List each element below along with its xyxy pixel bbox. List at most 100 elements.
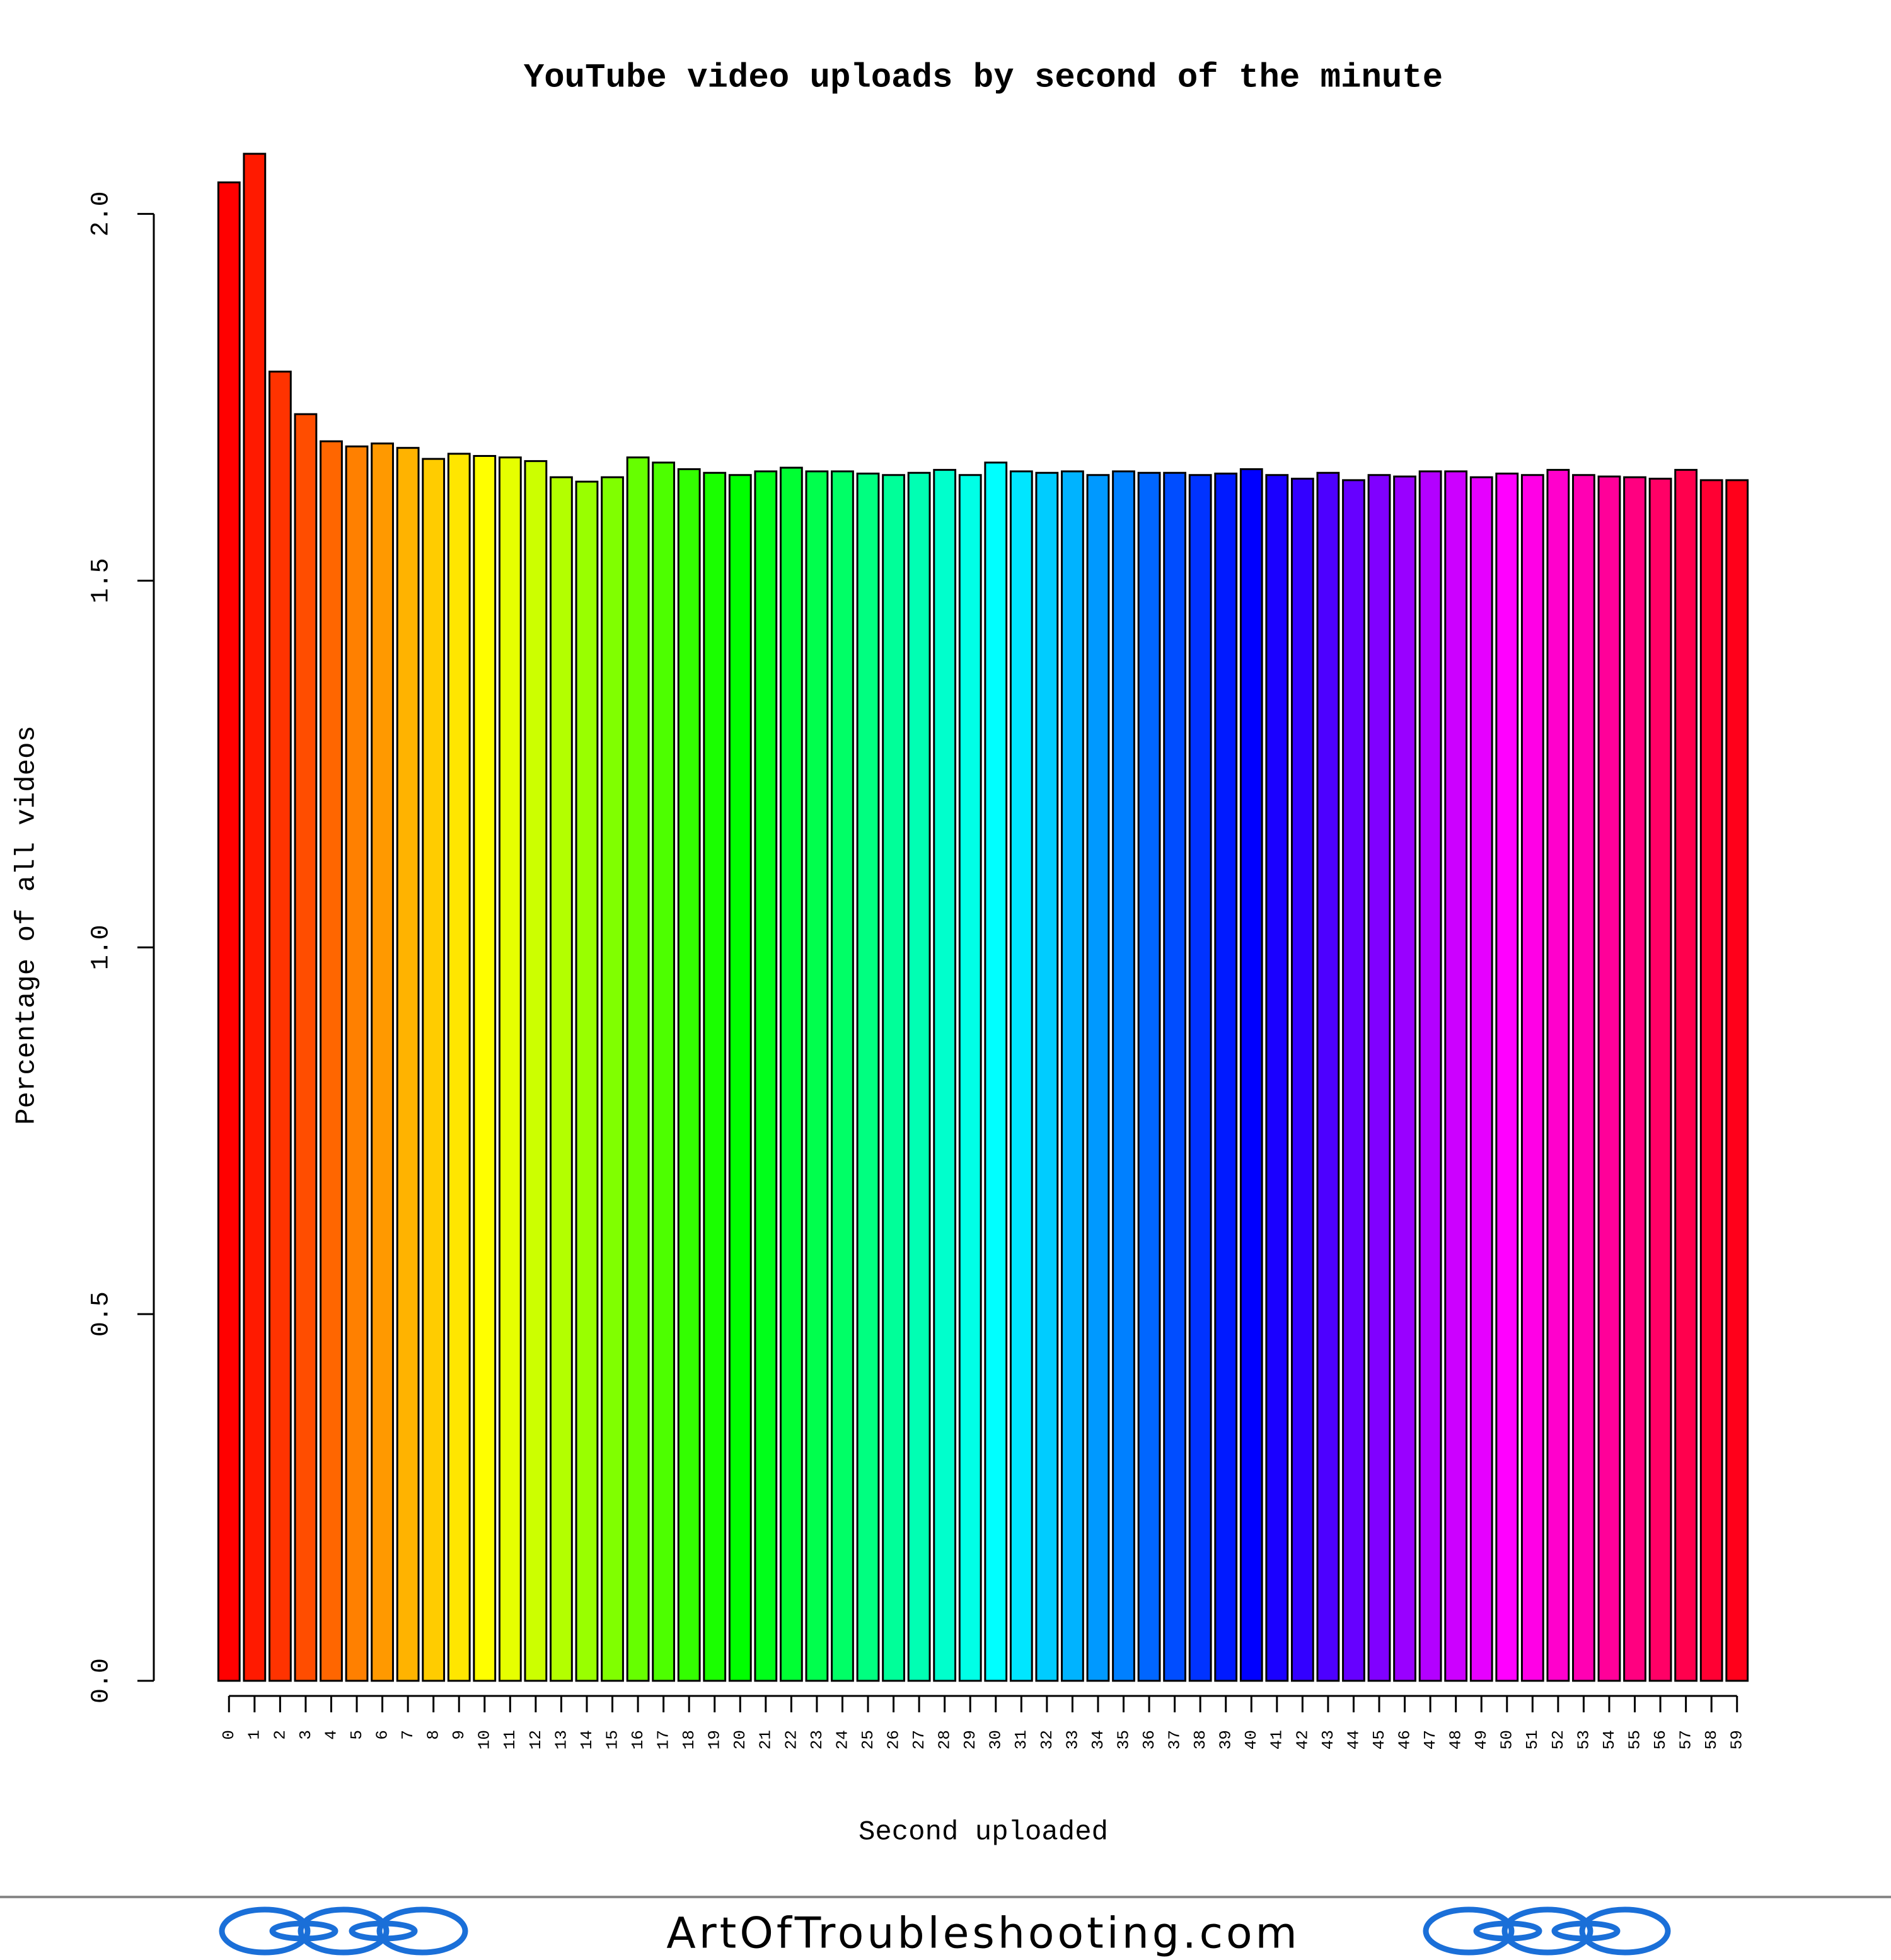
x-tick-label: 20 <box>731 1730 749 1750</box>
x-tick-label: 18 <box>679 1730 698 1750</box>
bar <box>1061 470 1084 1682</box>
x-tick-label: 28 <box>935 1730 954 1750</box>
x-tick-label: 5 <box>347 1730 366 1740</box>
x-tick-label: 15 <box>603 1730 622 1750</box>
bar <box>1112 470 1135 1682</box>
bar <box>473 454 497 1682</box>
bar <box>243 153 267 1682</box>
x-tick-label: 31 <box>1012 1730 1031 1750</box>
x-tick-label: 16 <box>628 1730 647 1750</box>
x-tick-label: 22 <box>782 1730 801 1750</box>
x-tick-label: 57 <box>1677 1730 1696 1750</box>
x-tick-label: 23 <box>807 1730 826 1750</box>
bar <box>1163 471 1187 1682</box>
x-tick-label: 33 <box>1063 1730 1082 1750</box>
x-tick-label: 42 <box>1293 1730 1312 1750</box>
x-tick-label: 13 <box>552 1730 570 1750</box>
bar <box>1290 478 1314 1682</box>
bar <box>1418 470 1442 1682</box>
x-tick-label: 1 <box>245 1730 264 1740</box>
bar <box>933 469 957 1682</box>
bar <box>498 456 522 1682</box>
bar <box>1572 474 1595 1682</box>
x-tick-label: 17 <box>654 1730 673 1750</box>
y-tick-label: 2.0 <box>88 191 116 236</box>
x-tick-label: 59 <box>1728 1730 1747 1750</box>
bar <box>1699 479 1723 1682</box>
bar <box>1469 476 1493 1682</box>
chain-icon-left <box>219 1906 468 1956</box>
bar <box>345 445 369 1682</box>
x-tick-label: 12 <box>526 1730 545 1750</box>
bar <box>396 447 420 1682</box>
bar <box>754 470 778 1682</box>
chain-icon-right <box>1423 1906 1671 1956</box>
bar <box>575 480 599 1682</box>
bar <box>422 458 446 1682</box>
y-tick-label: 1.0 <box>88 925 116 970</box>
x-tick-label: 25 <box>859 1730 877 1750</box>
bar <box>268 371 292 1682</box>
x-tick-label: 53 <box>1574 1730 1593 1750</box>
bar <box>1035 471 1059 1682</box>
bar <box>1239 468 1263 1682</box>
bar <box>856 472 880 1682</box>
x-tick-label: 48 <box>1447 1730 1466 1750</box>
x-tick-label: 55 <box>1625 1730 1644 1750</box>
x-tick-label: 26 <box>884 1730 903 1750</box>
x-tick-label: 24 <box>833 1730 852 1750</box>
x-tick-label: 41 <box>1268 1730 1287 1750</box>
x-tick-label: 40 <box>1242 1730 1261 1750</box>
x-tick-label: 52 <box>1549 1730 1568 1750</box>
bar <box>1393 475 1416 1682</box>
x-tick-label: 51 <box>1523 1730 1542 1750</box>
bar <box>805 470 829 1682</box>
x-tick-label: 4 <box>321 1730 340 1740</box>
bar <box>652 461 676 1682</box>
bar <box>882 474 905 1682</box>
x-tick-label: 43 <box>1319 1730 1338 1750</box>
y-tick-label: 0.5 <box>88 1291 116 1337</box>
footer-text: ArtOfTroubleshooting.com <box>666 1909 1300 1959</box>
x-tick-label: 8 <box>424 1730 443 1740</box>
bar <box>677 468 701 1682</box>
bar <box>524 460 548 1682</box>
bar <box>1674 469 1698 1682</box>
x-tick-label: 30 <box>986 1730 1005 1750</box>
bar <box>1444 470 1468 1682</box>
x-tick-label: 2 <box>270 1730 289 1740</box>
x-tick-label: 11 <box>500 1730 519 1750</box>
bar <box>217 181 241 1682</box>
bar <box>1648 478 1672 1682</box>
bar <box>1265 474 1289 1682</box>
x-tick-label: 7 <box>398 1730 417 1740</box>
chart-title: YouTube video uploads by second of the m… <box>524 59 1443 97</box>
bar <box>371 442 394 1682</box>
x-tick-label: 34 <box>1089 1730 1107 1750</box>
y-tick-label: 0.0 <box>88 1658 116 1703</box>
x-tick-label: 49 <box>1472 1730 1491 1750</box>
bar <box>779 466 803 1682</box>
x-tick-label: 50 <box>1498 1730 1517 1750</box>
x-tick-label: 46 <box>1395 1730 1414 1750</box>
x-tick-label: 0 <box>219 1730 238 1740</box>
bar <box>958 474 982 1682</box>
x-tick-label: 21 <box>756 1730 775 1750</box>
y-axis-label: Percentage of all videos <box>11 725 43 1125</box>
x-tick-label: 54 <box>1600 1730 1619 1750</box>
bar <box>1086 474 1110 1682</box>
x-tick-label: 9 <box>449 1730 468 1740</box>
bar <box>294 413 318 1682</box>
bar <box>1546 469 1570 1682</box>
bar <box>1367 474 1391 1682</box>
bar <box>1495 472 1519 1682</box>
bar <box>984 461 1008 1682</box>
bar <box>1009 470 1033 1682</box>
bar <box>907 471 931 1682</box>
x-tick-label: 38 <box>1191 1730 1210 1750</box>
bar <box>447 453 471 1682</box>
x-tick-label: 36 <box>1140 1730 1159 1750</box>
bar <box>320 440 343 1682</box>
x-tick-label: 47 <box>1421 1730 1440 1750</box>
